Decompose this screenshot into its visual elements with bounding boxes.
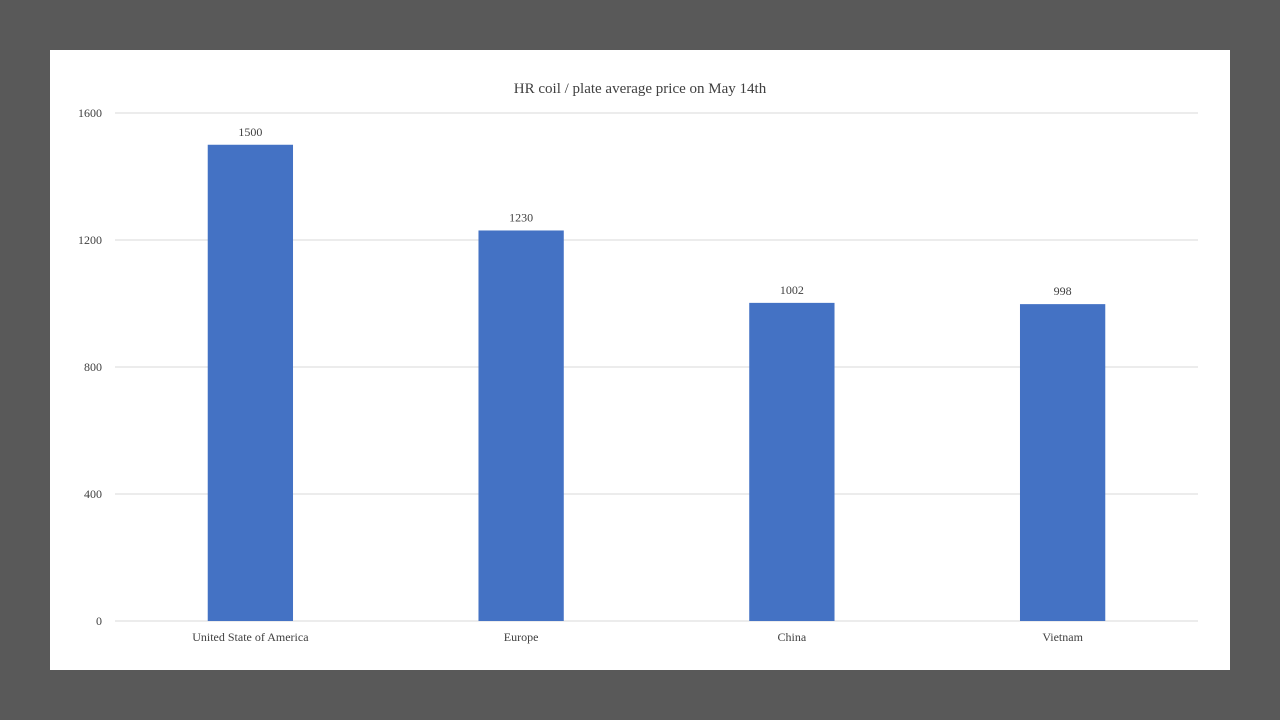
y-axis-ticks: 0 400 800 1200 1600 bbox=[78, 106, 102, 628]
x-tick-label: Vietnam bbox=[1042, 630, 1083, 644]
y-tick-label: 800 bbox=[84, 360, 102, 374]
bar bbox=[749, 302, 835, 621]
data-label: 1230 bbox=[509, 210, 533, 224]
bar-chart: HR coil / plate average price on May 14t… bbox=[78, 81, 1198, 644]
data-label: 1500 bbox=[238, 125, 262, 139]
bar bbox=[1019, 304, 1106, 621]
y-tick-label: 400 bbox=[84, 487, 102, 501]
x-tick-label: China bbox=[778, 630, 807, 644]
y-tick-label: 0 bbox=[96, 614, 102, 628]
x-axis-ticks: United State of America Europe China Vietna… bbox=[192, 630, 1083, 644]
x-tick-label: United State of America bbox=[192, 630, 309, 644]
data-labels: 1500 1230 1002 998 bbox=[238, 125, 1071, 298]
data-label: 1002 bbox=[780, 283, 804, 297]
y-tick-label: 1600 bbox=[78, 106, 102, 120]
gridlines bbox=[115, 112, 1198, 622]
data-label: 998 bbox=[1054, 284, 1072, 298]
x-tick-label: Europe bbox=[504, 630, 539, 644]
chart-card: HR coil / plate average price on May 14t… bbox=[50, 50, 1230, 670]
bars bbox=[207, 144, 1106, 621]
bar bbox=[478, 230, 564, 621]
bar bbox=[207, 144, 294, 621]
chart-title: HR coil / plate average price on May 14t… bbox=[514, 81, 767, 97]
y-tick-label: 1200 bbox=[78, 233, 102, 247]
